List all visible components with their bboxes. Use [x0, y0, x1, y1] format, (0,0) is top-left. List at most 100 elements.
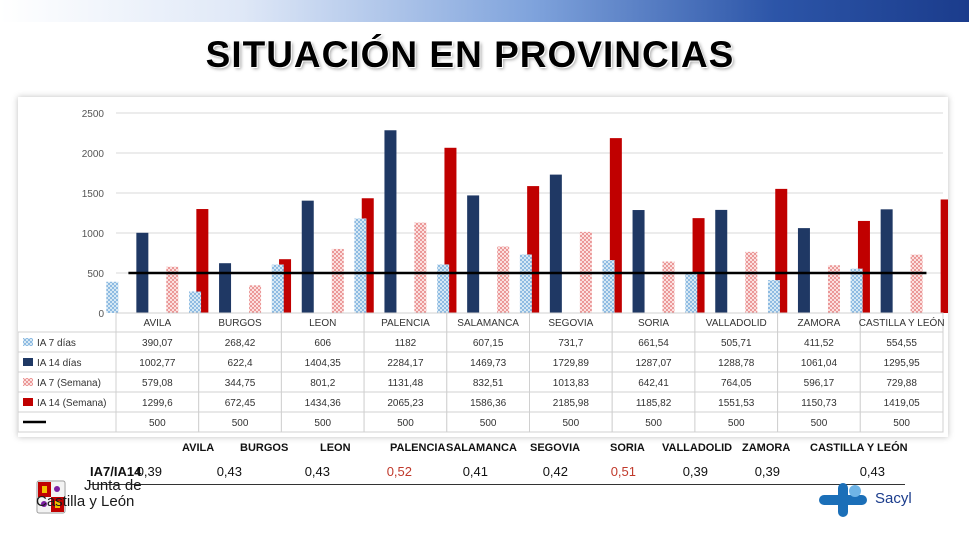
ratio-headers: AVILA BURGOS LEON PALENCIA SALAMANCA SEGOVIA S… [90, 440, 908, 460]
ratio-header: ZAMORA [742, 442, 791, 454]
bar [632, 210, 645, 313]
bar [106, 281, 119, 313]
data-label: 1013,83 [553, 378, 590, 389]
data-label: 500 [397, 418, 414, 429]
bar [354, 218, 367, 313]
y-tick-label: 2500 [82, 109, 105, 120]
bar [301, 200, 314, 313]
bar [166, 266, 179, 313]
ratio-value: 0,39 [754, 464, 780, 479]
ratio-header: SEGOVIA [530, 442, 581, 454]
data-label: 1002,77 [139, 358, 176, 369]
bar [602, 260, 615, 313]
bar [940, 199, 953, 313]
category-label: VALLADOLID [706, 318, 767, 329]
ratio-header: AVILA [182, 442, 215, 454]
data-label: 1434,36 [305, 398, 342, 409]
data-label: 1185,82 [636, 398, 672, 409]
jcyl-text: Junta de Castilla y León [36, 477, 142, 510]
chart-panel: 0 500 1000 1500 2000 2500 AVILA BURGOS LEON PALE… [17, 97, 953, 437]
bar [196, 209, 209, 313]
data-label: 2185,98 [553, 398, 590, 409]
legend-label: IA 14 días [37, 358, 81, 369]
data-label: 1288,78 [718, 358, 755, 369]
ratio-table: AVILA BURGOS LEON PALENCIA SALAMANCA SEGOVIA S… [90, 440, 908, 485]
bar [437, 264, 450, 313]
data-label: 729,88 [886, 378, 917, 389]
bar [189, 291, 202, 313]
bar [662, 261, 675, 313]
ratio-value: 0,43 [216, 464, 242, 479]
legend-label: IA 14 (Semana) [37, 398, 106, 409]
table-cell [859, 411, 944, 433]
bar [271, 264, 284, 313]
bar [850, 268, 863, 313]
ratio-header: VALLADOLID [662, 442, 733, 454]
legend-swatch [23, 378, 33, 386]
bar [414, 222, 427, 313]
data-label: 596,17 [804, 378, 835, 389]
ratio-value: 0,52 [386, 464, 412, 479]
ratio-value: 0,41 [462, 464, 488, 479]
data-label: 500 [728, 418, 745, 429]
junta-castilla-leon-logo: Junta de Castilla y León [36, 478, 156, 522]
data-label: 622,4 [228, 358, 253, 369]
bar [467, 195, 480, 313]
data-label: 500 [480, 418, 497, 429]
bar-chart: 0 500 1000 1500 2000 2500 AVILA BURGOS LEON PALE… [17, 109, 953, 433]
data-label: 1182 [395, 338, 417, 349]
data-label: 832,51 [473, 378, 504, 389]
data-label: 1551,53 [718, 398, 755, 409]
data-label: 1299,6 [142, 398, 173, 409]
category-label: ZAMORA [798, 318, 841, 329]
data-label: 344,75 [225, 378, 256, 389]
data-label: 1061,04 [801, 358, 838, 369]
data-label: 500 [563, 418, 580, 429]
ratio-label: IA7/IA14 [90, 464, 142, 479]
bar [910, 254, 923, 313]
ratio-value: 0,42 [542, 464, 568, 479]
coat-of-arms-icon [36, 480, 66, 514]
ratio-value: 0,43 [859, 464, 885, 479]
ratio-header: SALAMANCA [446, 442, 517, 454]
page-title: SITUACIÓN EN PROVINCIAS [205, 34, 735, 75]
data-label: 1150,73 [801, 398, 837, 409]
jcyl-line1: Junta de [84, 477, 142, 494]
bar [797, 228, 810, 313]
data-label: 390,07 [142, 338, 173, 349]
data-label: 500 [893, 418, 910, 429]
ratio-header: PALENCIA [390, 442, 446, 454]
ratio-value: 0,39 [136, 464, 162, 479]
y-tick-label: 2000 [82, 149, 105, 160]
data-label: 1295,95 [884, 358, 921, 369]
category-label: CASTILLA Y LEÓN [859, 316, 945, 329]
data-label: 500 [811, 418, 828, 429]
ratio-header: SORIA [610, 442, 645, 454]
bar [331, 248, 344, 313]
data-label: 1419,05 [884, 398, 921, 409]
jcyl-line2: Castilla y León [36, 493, 135, 510]
legend-label: IA 7 (Semana) [37, 378, 101, 389]
sacyl-logo: Sacyl [815, 480, 935, 520]
data-label: 672,45 [225, 398, 256, 409]
bar [827, 265, 840, 313]
ratio-value: 0,43 [304, 464, 330, 479]
category-label: AVILA [144, 318, 172, 329]
category-label: SEGOVIA [548, 318, 593, 329]
data-label: 500 [232, 418, 249, 429]
y-tick-label: 0 [98, 309, 104, 320]
data-label: 607,15 [473, 338, 504, 349]
data-label: 801,2 [310, 378, 335, 389]
data-label: 606 [314, 338, 331, 349]
data-label: 1404,35 [305, 358, 342, 369]
data-label: 1131,48 [388, 378, 424, 389]
legend-swatch [23, 358, 33, 366]
bar [715, 209, 728, 313]
data-label: 411,52 [804, 338, 834, 349]
bar [880, 209, 893, 313]
data-label: 1729,89 [553, 358, 590, 369]
bar [519, 254, 532, 313]
ratio-header: CASTILLA Y LEÓN [810, 442, 908, 454]
data-label: 500 [149, 418, 166, 429]
category-label: LEON [309, 318, 336, 329]
